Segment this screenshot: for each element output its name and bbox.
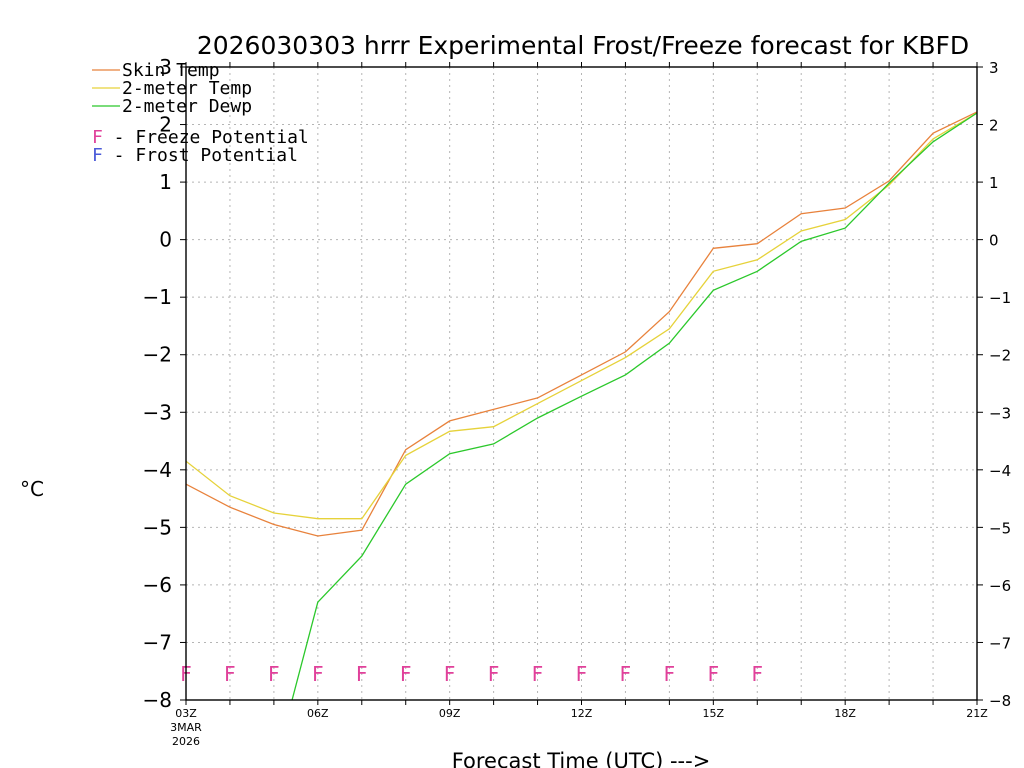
- freeze-mark: F: [400, 662, 412, 686]
- freeze-mark: F: [312, 662, 324, 686]
- freeze-mark: F: [488, 662, 500, 686]
- axes: −8 −8 −7 −7 −6 −6 −5 −5 −4 −4 −3 −3 −2 −2 −1 −1 0 0 1 1 2 2 3 3…: [143, 55, 1012, 748]
- annotation-label: F - Frost Potential: [92, 145, 298, 166]
- y-tick-label-right: −7: [989, 634, 1011, 652]
- grid: [186, 67, 977, 700]
- legend-label: 2-meter Dewp: [122, 96, 252, 117]
- annotation-text: - Frost Potential: [103, 145, 298, 166]
- y-tick-label-left: −3: [143, 400, 172, 424]
- y-tick-label-left: −1: [143, 285, 172, 309]
- legend-label: 2-meter Temp: [122, 78, 252, 99]
- y-tick-label-left: −2: [143, 343, 172, 367]
- y-tick-label-right: −4: [989, 462, 1011, 480]
- annotation-glyph: F: [92, 127, 103, 148]
- legend-label: Skin Temp: [122, 60, 220, 81]
- y-tick-label-right: −8: [989, 692, 1011, 710]
- freeze-mark: F: [268, 662, 280, 686]
- freeze-mark: F: [664, 662, 676, 686]
- freeze-mark: F: [708, 662, 720, 686]
- y-tick-label-left: −5: [143, 515, 172, 539]
- y-tick-label-left: −4: [143, 458, 172, 482]
- series-line-skin-temp: [186, 111, 977, 537]
- y-tick-label-left: −8: [143, 688, 172, 712]
- y-tick-label-right: −1: [989, 289, 1011, 307]
- x-tick-date-label: 3MAR: [170, 721, 202, 734]
- plot-frame: [185, 66, 978, 701]
- freeze-mark: F: [620, 662, 632, 686]
- freeze-mark: F: [444, 662, 456, 686]
- series-line-2-meter-dewp: [291, 112, 977, 700]
- x-tick-label: 18Z: [834, 707, 856, 720]
- x-tick-label: 12Z: [571, 707, 593, 720]
- y-tick-label-right: 3: [989, 59, 999, 77]
- freeze-mark: F: [356, 662, 368, 686]
- series-lines: [186, 111, 977, 700]
- y-tick-label-right: 1: [989, 174, 999, 192]
- y-tick-label-right: −5: [989, 519, 1011, 537]
- annotation-text: - Freeze Potential: [103, 127, 309, 148]
- x-tick-year-label: 2026: [172, 735, 200, 748]
- y-tick-label-left: 1: [159, 170, 172, 194]
- freeze-mark: F: [752, 662, 764, 686]
- y-axis-label: °C: [20, 477, 44, 501]
- freeze-mark: F: [224, 662, 236, 686]
- chart-title: 2026030303 hrrr Experimental Frost/Freez…: [197, 31, 969, 60]
- y-tick-label-left: 0: [159, 228, 172, 252]
- y-tick-label-left: −6: [143, 573, 172, 597]
- y-tick-label-left: −7: [143, 630, 172, 654]
- y-tick-label-right: −2: [989, 347, 1011, 365]
- x-tick-label: 15Z: [703, 707, 725, 720]
- y-tick-label-right: −3: [989, 404, 1011, 422]
- x-tick-label: 06Z: [307, 707, 329, 720]
- y-tick-label-left: 2: [159, 113, 172, 137]
- x-tick-label: 09Z: [439, 707, 461, 720]
- x-tick-label: 03Z: [175, 707, 197, 720]
- y-tick-label-right: 0: [989, 232, 999, 250]
- series-line-2-meter-temp: [186, 112, 977, 520]
- annotation-glyph: F: [92, 145, 103, 166]
- freeze-mark: F: [532, 662, 544, 686]
- y-tick-label-right: −6: [989, 577, 1011, 595]
- y-tick-label-right: 2: [989, 117, 999, 135]
- x-axis-label: Forecast Time (UTC) --->: [452, 749, 711, 768]
- x-tick-label: 21Z: [966, 707, 988, 720]
- y-tick-label-left: 3: [159, 55, 172, 79]
- annotation-label: F - Freeze Potential: [92, 127, 309, 148]
- freeze-mark: F: [576, 662, 588, 686]
